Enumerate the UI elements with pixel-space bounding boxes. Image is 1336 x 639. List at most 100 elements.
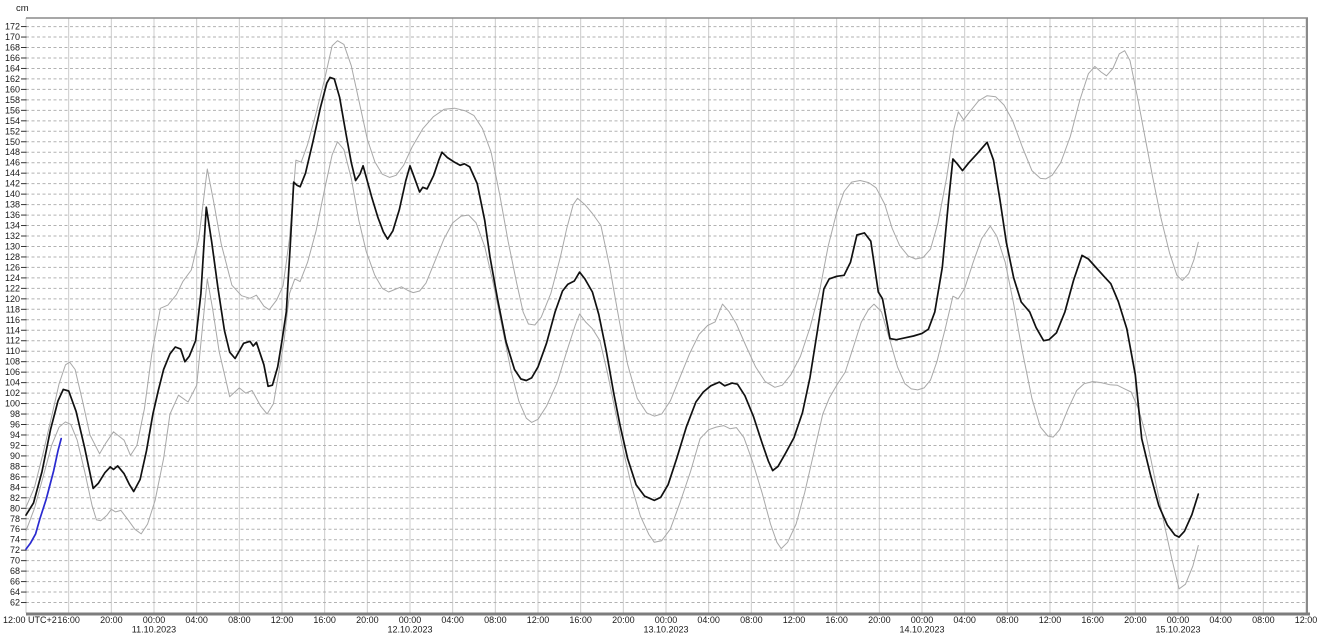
y-axis-label: 150 <box>5 137 20 147</box>
x-axis-time-label: 16:00 <box>825 615 848 625</box>
y-axis-label: 72 <box>10 545 20 555</box>
y-axis-label: 68 <box>10 566 20 576</box>
horizontal-gridlines <box>26 26 1306 604</box>
y-axis-label: 158 <box>5 95 20 105</box>
x-axis-time-label: 12:00 UTC+2 <box>3 615 57 625</box>
y-axis-label: 112 <box>6 336 20 346</box>
y-axis-label: 162 <box>5 74 20 84</box>
y-axis-label: 102 <box>5 388 20 398</box>
x-axis-time-label: 20:00 <box>868 615 891 625</box>
y-axis-label: 134 <box>5 221 20 231</box>
y-axis-label: 94 <box>10 430 20 440</box>
forecast_upper-line <box>25 40 1199 508</box>
y-axis-label: 62 <box>10 598 20 608</box>
y-axis-label: 116 <box>6 315 20 325</box>
x-axis-time-label: 12:00 <box>271 615 294 625</box>
y-axis-label: 154 <box>5 116 20 126</box>
x-axis-time-label: 04:00 <box>185 615 208 625</box>
y-axis-label: 114 <box>6 325 20 335</box>
x-axis-time-label: 04:00 <box>1209 615 1232 625</box>
y-axis-label: 108 <box>5 357 20 367</box>
forecast-line <box>25 76 1200 538</box>
x-axis-time-label: 04:00 <box>441 615 464 625</box>
x-axis-time-label: 16:00 <box>569 615 592 625</box>
x-axis-time-label: 04:00 <box>697 615 720 625</box>
x-axis-date-label: 15.10.2023 <box>1155 625 1200 635</box>
y-axis-label: 88 <box>10 461 20 471</box>
y-axis-label: 168 <box>5 43 20 53</box>
y-axis-label: 146 <box>5 158 20 168</box>
y-axis-label: 100 <box>5 399 20 409</box>
x-axis-time-label: 08:00 <box>740 615 763 625</box>
x-axis-time-label: 12:00 <box>1295 615 1318 625</box>
y-axis-label: 104 <box>5 378 20 388</box>
y-axis-label: 136 <box>5 210 20 220</box>
y-axis-label: 156 <box>5 105 20 115</box>
y-axis-label: 170 <box>5 32 20 42</box>
x-axis-time-label: 16:00 <box>57 615 80 625</box>
x-axis-time-label: 04:00 <box>953 615 976 625</box>
y-axis-label: 160 <box>5 84 20 94</box>
x-axis-date-label: 14.10.2023 <box>899 625 944 635</box>
y-axis-label: 110 <box>6 346 20 356</box>
data-series <box>25 40 1200 590</box>
forecast_lower-line <box>25 141 1199 590</box>
y-axis-tick-marks <box>21 26 27 604</box>
y-axis-label: 80 <box>10 503 20 513</box>
y-axis-label: 118 <box>6 304 20 314</box>
x-axis-time-label: 20:00 <box>100 615 123 625</box>
y-axis-label: 84 <box>10 482 20 492</box>
y-axis-label: 70 <box>10 556 20 566</box>
y-axis-label: 140 <box>5 189 20 199</box>
y-axis-label: 148 <box>5 147 20 157</box>
x-axis-time-label: 16:00 <box>1081 615 1104 625</box>
y-axis-label: 66 <box>10 577 20 587</box>
x-axis-time-label: 08:00 <box>996 615 1019 625</box>
y-axis-label: 78 <box>10 514 20 524</box>
x-axis-time-label: 12:00 <box>1039 615 1062 625</box>
x-axis-time-label: 00:00 <box>655 615 678 625</box>
y-axis-label: 166 <box>5 53 20 63</box>
x-axis-time-label: 20:00 <box>356 615 379 625</box>
y-axis-label: 152 <box>5 126 20 136</box>
y-axis-label: 74 <box>10 535 20 545</box>
y-axis-label: 92 <box>10 440 20 450</box>
x-axis-time-labels: 12:00 UTC+2 16:00 20:00 00:00 04:00 08:00 12:0… <box>3 615 1317 625</box>
y-axis-label: 106 <box>5 367 20 377</box>
x-axis-date-label: 13.10.2023 <box>643 625 688 635</box>
y-axis-label: 128 <box>5 252 20 262</box>
y-axis-label: 124 <box>5 273 20 283</box>
y-axis-label: 98 <box>10 409 20 419</box>
y-axis-label: 142 <box>5 179 20 189</box>
y-axis-label: 126 <box>5 262 20 272</box>
x-axis-time-label: 00:00 <box>143 615 166 625</box>
x-axis-time-label: 20:00 <box>612 615 635 625</box>
y-axis-label: 130 <box>5 241 20 251</box>
y-axis-label: 164 <box>5 63 20 73</box>
y-axis-label: 132 <box>5 231 20 241</box>
plot-border <box>26 17 1310 616</box>
x-axis-time-label: 12:00 <box>527 615 550 625</box>
y-axis-label: 172 <box>5 22 20 32</box>
y-axis-label: 64 <box>10 587 20 597</box>
vertical-gridlines <box>25 18 1307 613</box>
y-axis-label: 90 <box>10 451 20 461</box>
x-axis-date-label: 11.10.2023 <box>132 625 176 635</box>
y-axis-label: 76 <box>10 524 20 534</box>
y-axis-label: 82 <box>10 493 20 503</box>
y-axis-label: 96 <box>10 420 20 430</box>
y-axis-label: 144 <box>5 168 20 178</box>
y-axis-label: 120 <box>5 294 20 304</box>
x-axis-time-label: 00:00 <box>399 615 422 625</box>
x-axis-time-label: 08:00 <box>1252 615 1275 625</box>
x-axis-time-label: 20:00 <box>1124 615 1147 625</box>
y-axis-labels: 6264666870727476788082848688909294969810… <box>5 22 20 608</box>
x-axis-time-label: 08:00 <box>228 615 251 625</box>
x-axis-date-label: 12.10.2023 <box>387 625 432 635</box>
x-axis-time-label: 00:00 <box>911 615 934 625</box>
y-axis-label: 122 <box>5 283 20 293</box>
x-axis-time-label: 16:00 <box>313 615 336 625</box>
x-axis-time-label: 08:00 <box>484 615 507 625</box>
